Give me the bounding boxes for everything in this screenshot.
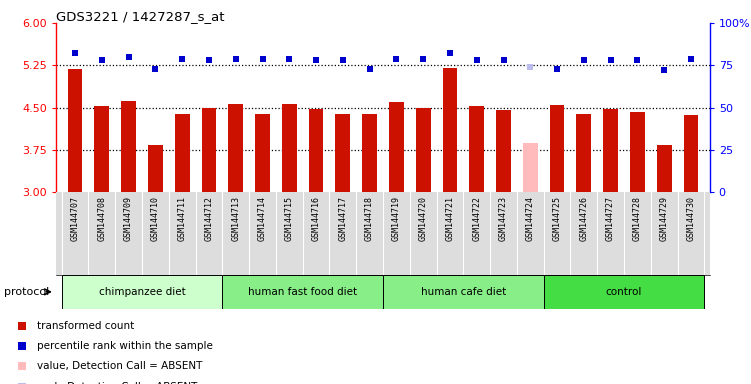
- Text: GSM144709: GSM144709: [124, 196, 133, 241]
- Point: [632, 57, 644, 63]
- Bar: [95, 106, 109, 192]
- Point: [69, 50, 81, 56]
- Text: GSM144726: GSM144726: [579, 196, 588, 241]
- Point: [551, 66, 563, 72]
- Point: [363, 66, 376, 72]
- Text: GSM144717: GSM144717: [339, 196, 348, 241]
- Bar: [68, 69, 83, 192]
- Point: [96, 57, 108, 63]
- Text: human fast food diet: human fast food diet: [248, 287, 357, 297]
- Text: protocol: protocol: [4, 287, 49, 297]
- Bar: [630, 112, 645, 192]
- Bar: [201, 108, 216, 192]
- Point: [257, 55, 269, 61]
- Point: [122, 54, 134, 60]
- Text: control: control: [606, 287, 642, 297]
- Point: [605, 57, 617, 63]
- Text: value, Detection Call = ABSENT: value, Detection Call = ABSENT: [37, 361, 202, 371]
- Bar: [442, 68, 457, 192]
- Bar: [255, 114, 270, 192]
- Point: [203, 57, 215, 63]
- Text: GSM144725: GSM144725: [553, 196, 562, 241]
- Bar: [469, 106, 484, 192]
- Bar: [523, 143, 538, 192]
- Text: human cafe diet: human cafe diet: [421, 287, 506, 297]
- Text: GSM144707: GSM144707: [71, 196, 80, 241]
- Text: GSM144718: GSM144718: [365, 196, 374, 241]
- Bar: [544, 275, 704, 309]
- Text: GDS3221 / 1427287_s_at: GDS3221 / 1427287_s_at: [56, 10, 225, 23]
- Bar: [577, 114, 591, 192]
- Bar: [683, 115, 698, 192]
- Text: GSM144721: GSM144721: [445, 196, 454, 241]
- Text: rank, Detection Call = ABSENT: rank, Detection Call = ABSENT: [37, 382, 197, 384]
- Text: GSM144716: GSM144716: [312, 196, 321, 241]
- Bar: [309, 109, 324, 192]
- Bar: [657, 145, 671, 192]
- Point: [417, 55, 429, 61]
- Text: GSM144724: GSM144724: [526, 196, 535, 241]
- Bar: [121, 101, 136, 192]
- Point: [149, 66, 161, 72]
- Text: GSM144715: GSM144715: [285, 196, 294, 241]
- Text: chimpanzee diet: chimpanzee diet: [98, 287, 185, 297]
- Bar: [222, 275, 383, 309]
- Bar: [148, 145, 163, 192]
- Text: percentile rank within the sample: percentile rank within the sample: [37, 341, 213, 351]
- Point: [658, 67, 670, 73]
- Bar: [362, 114, 377, 192]
- Text: GSM144713: GSM144713: [231, 196, 240, 241]
- Bar: [62, 275, 222, 309]
- Text: GSM144711: GSM144711: [178, 196, 187, 241]
- Text: GSM144708: GSM144708: [98, 196, 107, 241]
- Point: [444, 50, 456, 56]
- Bar: [416, 108, 430, 192]
- Bar: [282, 104, 297, 192]
- Text: GSM144730: GSM144730: [686, 196, 695, 241]
- Bar: [603, 109, 618, 192]
- Bar: [228, 104, 243, 192]
- Text: GSM144714: GSM144714: [258, 196, 267, 241]
- Text: GSM144729: GSM144729: [659, 196, 668, 241]
- Point: [230, 55, 242, 61]
- Point: [310, 57, 322, 63]
- Point: [497, 57, 509, 63]
- Text: GSM144727: GSM144727: [606, 196, 615, 241]
- Text: GSM144722: GSM144722: [472, 196, 481, 241]
- Bar: [383, 275, 544, 309]
- Point: [337, 57, 349, 63]
- Point: [471, 57, 483, 63]
- Text: GSM144710: GSM144710: [151, 196, 160, 241]
- Text: GSM144712: GSM144712: [204, 196, 213, 241]
- Point: [435, 0, 447, 6]
- Point: [283, 55, 295, 61]
- Text: GSM144723: GSM144723: [499, 196, 508, 241]
- Point: [578, 57, 590, 63]
- Text: transformed count: transformed count: [37, 321, 134, 331]
- Point: [524, 64, 536, 70]
- Text: GSM144728: GSM144728: [633, 196, 642, 241]
- Bar: [550, 105, 565, 192]
- Bar: [389, 102, 404, 192]
- Bar: [336, 114, 350, 192]
- Text: GSM144719: GSM144719: [392, 196, 401, 241]
- Point: [685, 55, 697, 61]
- Point: [435, 185, 447, 191]
- Text: GSM144720: GSM144720: [418, 196, 427, 241]
- Point: [391, 55, 403, 61]
- Point: [435, 371, 447, 377]
- Point: [176, 55, 189, 61]
- Bar: [496, 110, 511, 192]
- Bar: [175, 114, 189, 192]
